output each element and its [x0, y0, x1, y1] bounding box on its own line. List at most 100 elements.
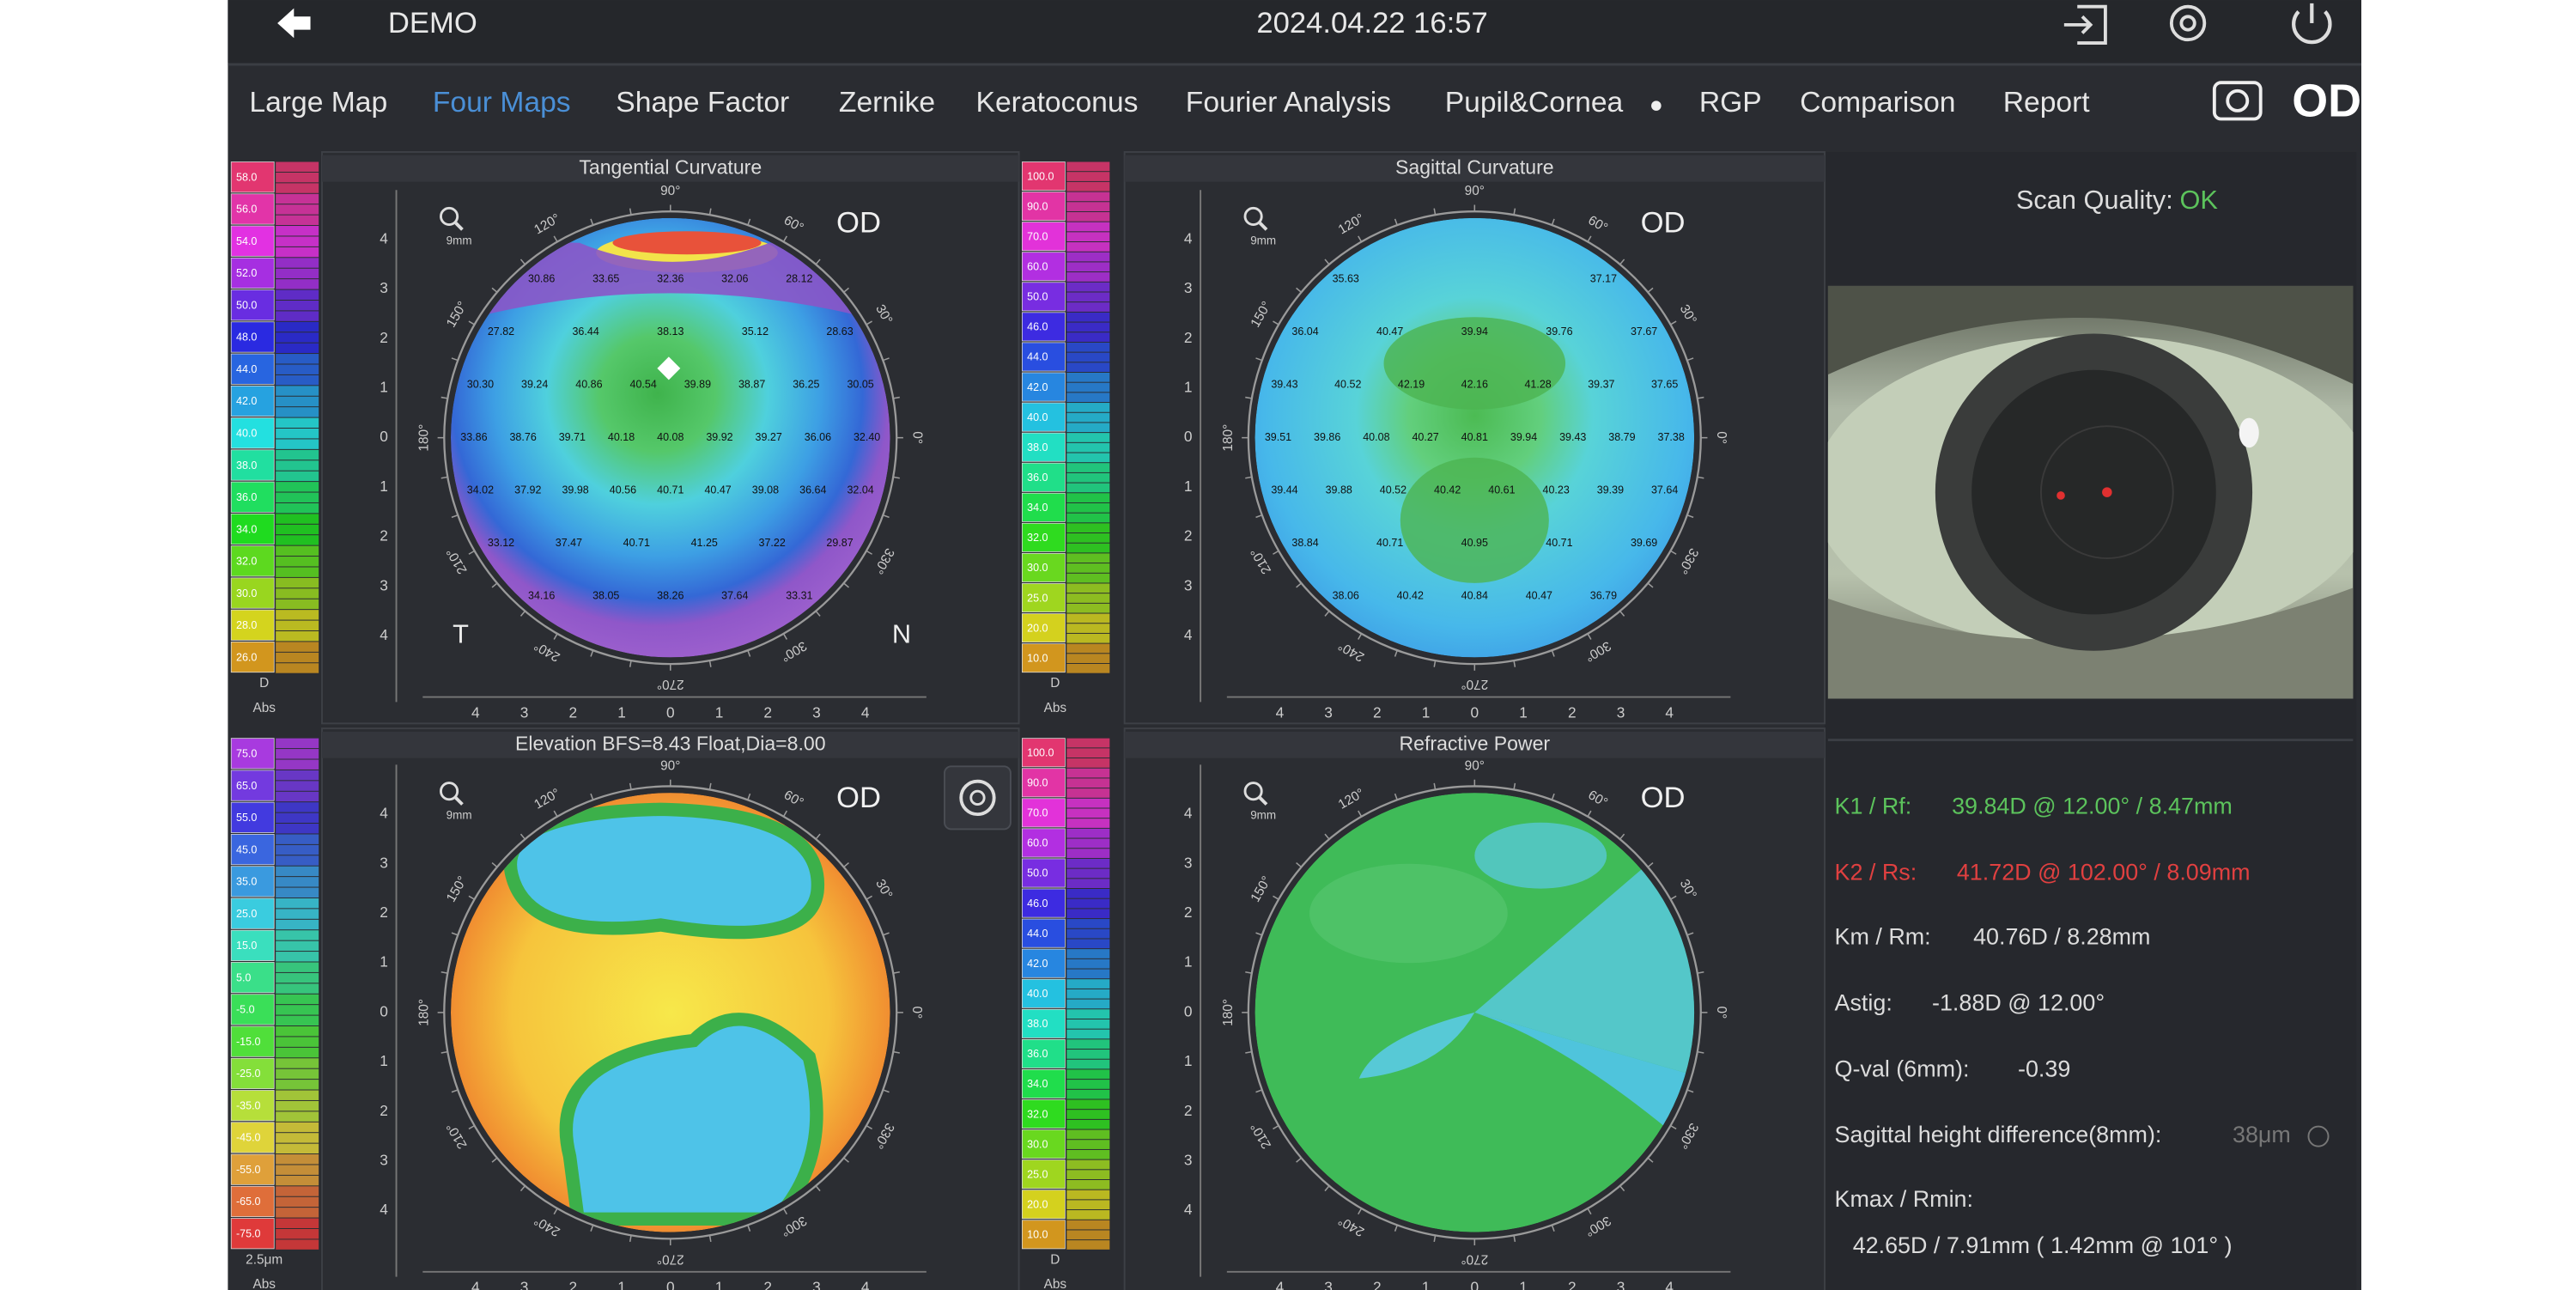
polar-tick: [590, 1225, 594, 1232]
scale-swatch: [1022, 918, 1066, 948]
scale-label: 38.0: [1027, 441, 1048, 453]
power-button[interactable]: [2292, 3, 2332, 45]
tab[interactable]: Zernike: [839, 87, 935, 119]
map-value: 40.47: [1376, 326, 1403, 338]
scale-stripe: [1066, 1089, 1110, 1099]
info-label: Q-val (6mm):: [1835, 1056, 1970, 1081]
export-button[interactable]: [2063, 4, 2107, 45]
scale-swatch: [230, 962, 275, 994]
side-label: T: [453, 619, 469, 649]
scale-stripe: [276, 386, 319, 396]
zoom-icon[interactable]: [440, 782, 459, 801]
tab[interactable]: Keratoconus: [976, 87, 1139, 119]
x-tick-label: 1: [1422, 703, 1431, 721]
y-tick-label: 1: [1184, 953, 1193, 971]
tab[interactable]: RGP: [1699, 87, 1762, 119]
zoom-icon[interactable]: [440, 206, 459, 227]
scale-label: 50.0: [236, 299, 257, 311]
tab[interactable]: Fourier Analysis: [1186, 87, 1391, 119]
camera-button[interactable]: [2212, 81, 2263, 121]
polar-tick: [491, 287, 498, 293]
scale-label: -15.0: [236, 1036, 261, 1048]
scale-stripe: [1066, 372, 1110, 382]
scale-label: 46.0: [1027, 898, 1048, 910]
y-tick-label: 2: [1184, 527, 1193, 545]
scale-label: 42.0: [1027, 381, 1048, 393]
scale-swatch: [230, 257, 275, 289]
info-icon[interactable]: [2307, 1125, 2330, 1147]
map-value: 36.44: [572, 326, 598, 338]
polar-tick: [519, 610, 526, 617]
map-value: 40.47: [704, 484, 731, 496]
scale-stripe: [276, 1068, 319, 1080]
map-settings-button[interactable]: [944, 765, 1012, 831]
zoom-icon[interactable]: [1243, 206, 1263, 227]
polar-tick: [590, 649, 594, 657]
y-tick-label: 3: [380, 576, 388, 593]
scale-stripe: [1066, 1129, 1110, 1140]
polar-tick: [747, 1225, 751, 1232]
scale-stripe: [1066, 202, 1110, 211]
zoom-icon[interactable]: [1243, 782, 1263, 801]
polar-tick: [629, 782, 632, 790]
scale-swatch: [1022, 948, 1066, 978]
tab[interactable]: Pupil&Cornea: [1445, 87, 1624, 119]
scale-label: 42.0: [1027, 958, 1048, 970]
map-settings-icon[interactable]: [959, 779, 996, 817]
polar-label: 270°: [1461, 1251, 1488, 1266]
map-value: 40.54: [630, 378, 657, 390]
map-value: 39.71: [559, 431, 586, 443]
scale-stripe: [276, 630, 319, 642]
tab[interactable]: Shape Factor: [616, 87, 789, 119]
scale-swatch: [1022, 1008, 1066, 1038]
polar-tick: [1587, 633, 1592, 640]
tab[interactable]: Large Map: [249, 87, 387, 119]
polar-label: 270°: [1461, 677, 1488, 691]
scale-stripe: [276, 311, 319, 321]
tab[interactable]: Comparison: [1800, 87, 1955, 119]
scale-stripe: [276, 834, 319, 844]
scale-stripe: [276, 268, 319, 279]
x-tick-label: 2: [763, 703, 772, 721]
x-tick-label: 2: [763, 1279, 772, 1290]
scale-stripe: [276, 962, 319, 972]
x-tick-label: 0: [666, 1279, 675, 1290]
scale-label: 44.0: [1027, 928, 1048, 940]
tab[interactable]: Four Maps: [433, 87, 571, 119]
scale-stripe: [276, 514, 319, 524]
map-title: Refractive Power: [1400, 732, 1551, 754]
zoom-icon[interactable]: [1258, 796, 1268, 806]
scale-label: -25.0: [236, 1068, 261, 1080]
scale-stripe: [1066, 1119, 1110, 1129]
scale-swatch: [230, 770, 275, 801]
map-value: 39.27: [756, 431, 782, 443]
tab[interactable]: Report: [2003, 87, 2091, 119]
zoom-icon[interactable]: [454, 222, 464, 231]
map-value: 39.76: [1546, 326, 1572, 338]
map-settings-icon[interactable]: [969, 789, 986, 806]
polar-label: 90°: [1465, 184, 1485, 198]
map-fill: [451, 217, 890, 658]
zoom-icon[interactable]: [454, 796, 464, 806]
back-button[interactable]: [277, 8, 311, 39]
scale-swatch: [230, 1185, 275, 1218]
scale-stripe: [1066, 838, 1110, 849]
zoom-icon[interactable]: [1258, 222, 1268, 231]
scale-swatch: [230, 225, 275, 257]
scale-stripe: [1066, 583, 1110, 593]
settings-button[interactable]: [2169, 4, 2207, 42]
info-label: Km / Rm:: [1835, 923, 1931, 949]
scale-stripe: [276, 577, 319, 588]
scale-label: 40.0: [1027, 411, 1048, 423]
polar-tick: [1245, 396, 1252, 399]
scale-stripe: [276, 374, 319, 386]
polar-tick: [553, 1208, 558, 1215]
info-label: K1 / Rf:: [1835, 794, 1912, 819]
scale-stripe: [1066, 453, 1110, 463]
scale-stripe: [1066, 382, 1110, 392]
map-value: 37.67: [1631, 326, 1657, 338]
info-value: -1.88D @ 12.00°: [1932, 989, 2105, 1015]
scale-stripe: [1066, 888, 1110, 898]
map-value: 33.12: [488, 537, 514, 549]
polar-tick: [451, 1089, 459, 1093]
